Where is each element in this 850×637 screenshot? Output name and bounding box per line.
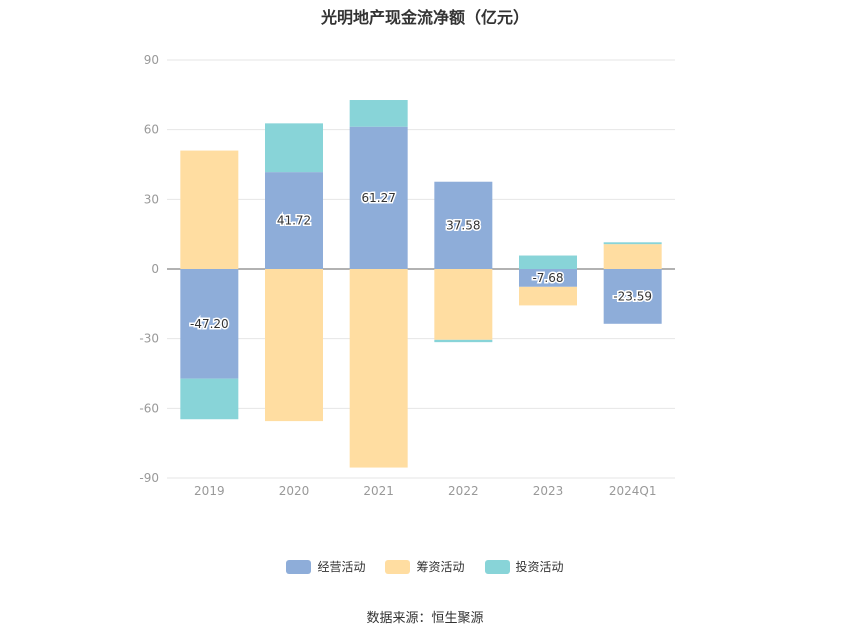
bar-investing xyxy=(519,255,577,269)
legend-item[interactable]: 投资活动 xyxy=(484,558,564,575)
bar-financing xyxy=(265,269,323,422)
legend-item[interactable]: 筹资活动 xyxy=(385,558,465,575)
y-tick-label: -30 xyxy=(139,332,159,346)
data-label: -7.68 xyxy=(532,271,563,285)
data-source: 数据来源：恒生聚源 xyxy=(366,611,484,626)
x-tick-label: 2019 xyxy=(194,484,225,498)
chart-legend: 经营活动 筹资活动 投资活动 xyxy=(0,558,850,575)
x-tick-label: 2021 xyxy=(363,484,394,498)
y-tick-label: -90 xyxy=(139,471,159,485)
legend-item[interactable]: 经营活动 xyxy=(286,558,365,575)
bar-operating xyxy=(180,269,239,379)
bar-operating xyxy=(603,269,662,324)
data-label: 37.58 xyxy=(446,218,480,232)
y-tick-label: 60 xyxy=(144,123,159,137)
bar-financing xyxy=(603,244,662,269)
bar-financing xyxy=(519,286,577,306)
x-tick-label: 2023 xyxy=(533,484,564,498)
data-label: 41.72 xyxy=(277,214,311,228)
bar-operating xyxy=(519,269,577,287)
bar-operating xyxy=(434,181,493,269)
legend-label: 经营活动 xyxy=(317,560,366,574)
y-tick-label: 90 xyxy=(144,53,159,67)
x-tick-label: 2024Q1 xyxy=(609,484,657,498)
bar-financing xyxy=(180,150,239,269)
data-label: -23.59 xyxy=(613,289,652,303)
legend-swatch xyxy=(484,559,510,574)
y-tick-label: 0 xyxy=(151,262,159,276)
bar-financing xyxy=(434,269,493,340)
bar-financing xyxy=(349,269,408,468)
y-tick-label: -60 xyxy=(139,401,159,415)
legend-label: 筹资活动 xyxy=(416,560,465,574)
legend-label: 投资活动 xyxy=(515,560,564,574)
bar-investing xyxy=(349,100,408,127)
bar-investing xyxy=(265,123,323,173)
data-label: 61.27 xyxy=(361,191,395,205)
x-tick-label: 2020 xyxy=(279,484,310,498)
bar-investing xyxy=(180,378,239,420)
x-tick-label: 2022 xyxy=(448,484,479,498)
legend-swatch xyxy=(385,559,411,574)
bar-operating xyxy=(349,126,408,270)
bar-investing xyxy=(434,339,493,343)
chart-title: 光明地产现金流净额（亿元） xyxy=(320,8,529,27)
bar-investing xyxy=(603,242,662,245)
y-tick-label: 30 xyxy=(144,192,159,206)
data-label: -47.20 xyxy=(190,317,229,331)
legend-swatch xyxy=(286,559,312,574)
bar-operating xyxy=(265,172,323,269)
